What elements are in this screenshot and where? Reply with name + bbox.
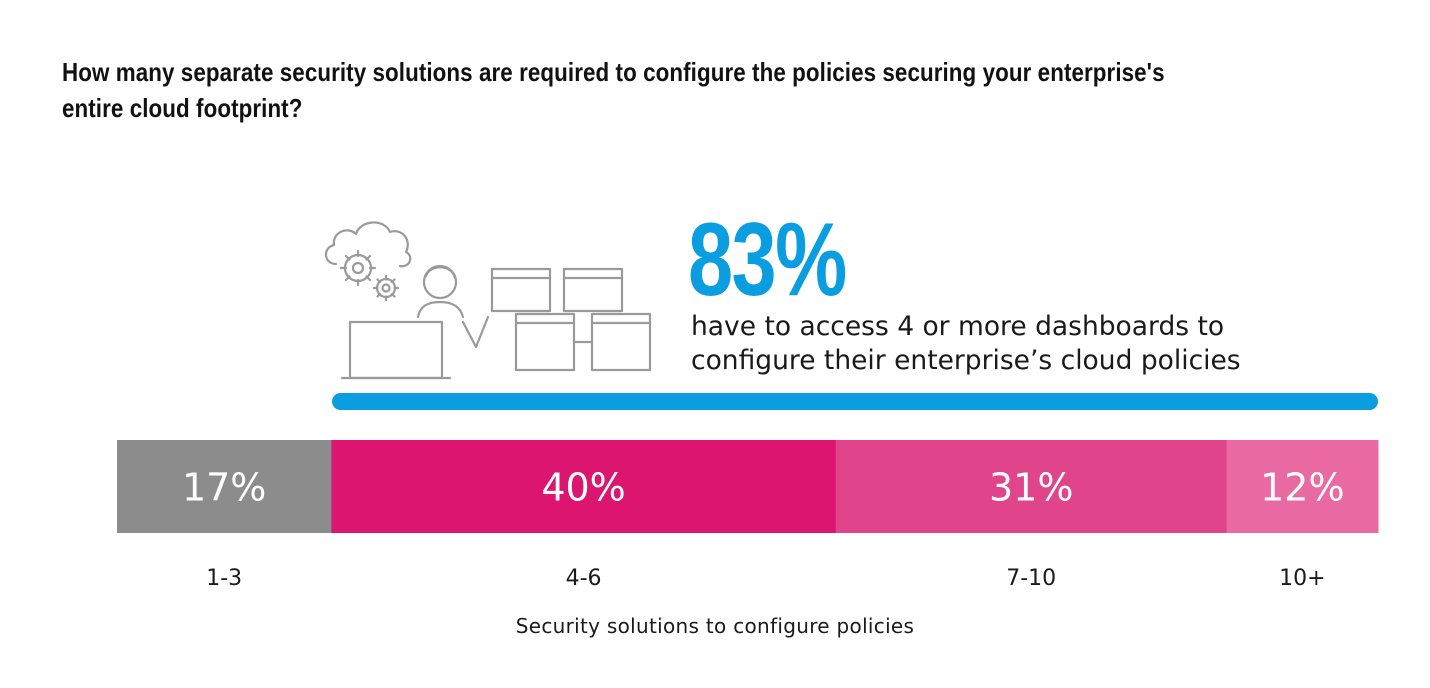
highlight-value: 83% — [688, 202, 847, 318]
category-label-1-3: 1-3 — [206, 566, 242, 591]
bar-value-label-10+: 12% — [1260, 466, 1344, 510]
highlight-line-2: configure their enterprise’s cloud polic… — [691, 345, 1241, 376]
category-label-4-6: 4-6 — [566, 566, 602, 591]
x-axis-title: Security solutions to configure policies — [515, 614, 915, 638]
dashboard-windows-icon — [490, 267, 652, 372]
bar-value-label-4-6: 40% — [541, 466, 625, 510]
bar-segment-4-6 — [331, 440, 837, 533]
highlight-line-1: have to access 4 or more dashboards to — [691, 311, 1225, 342]
bar-segment-7-10 — [835, 440, 1228, 533]
bar-value-label-1-3: 17% — [182, 466, 266, 510]
chart-title: How many separate security solutions are… — [62, 57, 1165, 123]
bar-segment-1-3 — [117, 440, 332, 533]
bar-value-label-7-10: 31% — [989, 466, 1073, 510]
category-label-10+: 10+ — [1279, 566, 1325, 591]
person-dashboards-illustration — [324, 221, 652, 380]
person-laptop-icon — [340, 264, 490, 380]
highlight-bracket-bar — [332, 393, 1378, 410]
bar-segment-10+ — [1226, 440, 1379, 533]
highlight-description: have to access 4 or more dashboards to c… — [691, 310, 1241, 378]
cloud-gears-icon — [324, 221, 412, 302]
category-label-7-10: 7-10 — [1006, 566, 1056, 591]
